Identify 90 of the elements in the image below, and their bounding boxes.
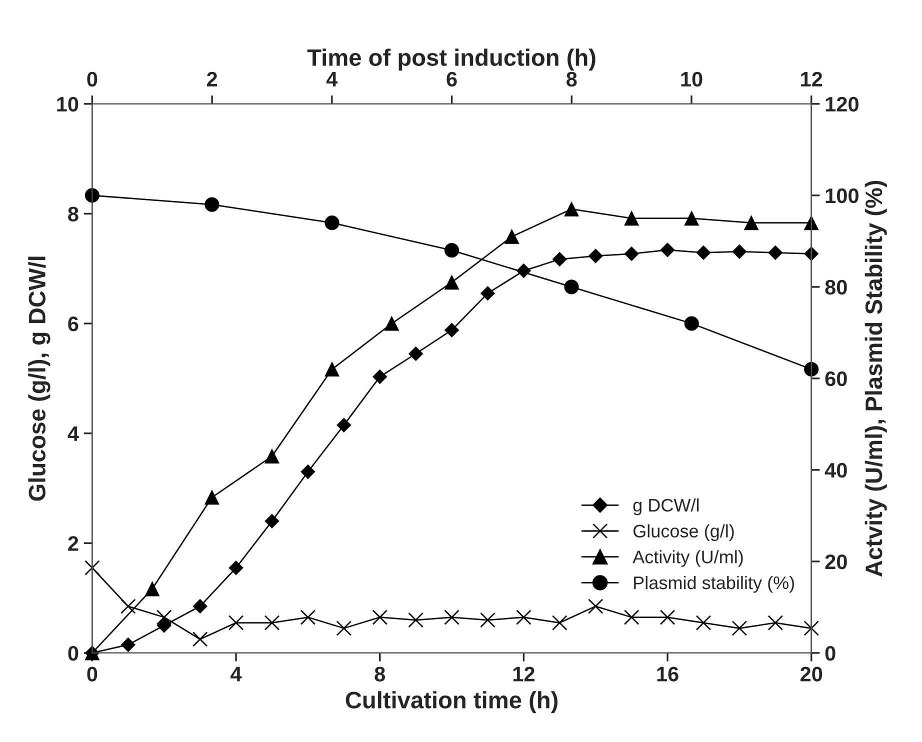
point bbox=[696, 615, 712, 630]
point bbox=[324, 362, 340, 377]
legend-label: Glucose (g/l) bbox=[633, 524, 734, 542]
point bbox=[264, 615, 280, 630]
point bbox=[372, 610, 388, 625]
x2-tick-label: 10 bbox=[681, 72, 702, 87]
point bbox=[768, 245, 783, 260]
point bbox=[444, 243, 460, 258]
y-axis-title: Glucose (g/l), g DCW/l bbox=[28, 256, 50, 501]
y-tick-label: 2 bbox=[68, 536, 78, 551]
point bbox=[192, 632, 208, 647]
point bbox=[264, 448, 280, 464]
point bbox=[624, 610, 640, 625]
x-tick-label: 20 bbox=[800, 666, 822, 682]
point bbox=[336, 418, 352, 432]
x-axis-title: Cultivation time (h) bbox=[346, 691, 558, 714]
point bbox=[804, 620, 819, 636]
point bbox=[684, 316, 699, 331]
y2-tick-label: 100 bbox=[826, 188, 858, 204]
point bbox=[444, 322, 460, 338]
point bbox=[552, 615, 568, 630]
point bbox=[228, 560, 244, 576]
point bbox=[804, 362, 819, 377]
point bbox=[336, 620, 352, 636]
point bbox=[120, 638, 136, 652]
y-tick-label: 4 bbox=[68, 426, 79, 441]
x-tick-label: 8 bbox=[374, 666, 386, 682]
point bbox=[84, 560, 100, 576]
point bbox=[768, 615, 784, 630]
point bbox=[444, 610, 460, 625]
point bbox=[624, 210, 639, 226]
legend-label: g DCW/l bbox=[633, 498, 699, 516]
point bbox=[684, 210, 699, 226]
point bbox=[660, 242, 675, 258]
point bbox=[732, 620, 748, 636]
y-tick-label: 0 bbox=[68, 646, 78, 661]
point bbox=[372, 370, 388, 384]
legend-label: Activity (U/ml) bbox=[632, 550, 743, 567]
point bbox=[384, 316, 400, 331]
point bbox=[444, 275, 460, 290]
x-tick-label: 4 bbox=[230, 666, 242, 682]
y-tick-label: 10 bbox=[57, 96, 78, 112]
point bbox=[192, 599, 208, 614]
point bbox=[480, 612, 496, 628]
y2-tick-label: 0 bbox=[825, 646, 836, 661]
point bbox=[408, 612, 424, 628]
x-tick-label: 12 bbox=[513, 666, 534, 682]
point bbox=[228, 615, 244, 630]
point bbox=[480, 286, 495, 301]
point bbox=[264, 514, 280, 528]
point bbox=[504, 229, 520, 244]
point bbox=[324, 216, 340, 230]
x2-tick-label: 4 bbox=[326, 72, 338, 86]
point bbox=[156, 610, 172, 625]
point bbox=[300, 610, 316, 625]
point bbox=[696, 245, 711, 260]
y2-tick-label: 120 bbox=[826, 96, 858, 112]
legend-label: Plasmid stability (%) bbox=[634, 576, 794, 593]
x2-tick-label: 12 bbox=[801, 72, 822, 86]
x-tick-label: 16 bbox=[657, 666, 678, 682]
point bbox=[300, 464, 316, 479]
y2-tick-label: 80 bbox=[825, 280, 847, 295]
x2-tick-label: 2 bbox=[206, 72, 218, 86]
point bbox=[516, 610, 532, 625]
x2-tick-label: 0 bbox=[87, 72, 98, 87]
point bbox=[564, 202, 579, 216]
point bbox=[564, 280, 579, 294]
x2-axis-title: Time of post induction (h) bbox=[307, 48, 596, 71]
point bbox=[204, 197, 220, 212]
point bbox=[144, 582, 160, 596]
y2-axis-title: Actvity (U/ml), Plasmid Stability (%) bbox=[864, 180, 887, 577]
y-tick-label: 8 bbox=[68, 206, 78, 222]
y2-tick-label: 60 bbox=[825, 371, 847, 386]
y2-tick-label: 20 bbox=[825, 554, 847, 570]
point bbox=[624, 246, 639, 262]
point bbox=[732, 244, 747, 259]
point bbox=[744, 216, 759, 230]
point bbox=[552, 252, 567, 266]
y-tick-label: 6 bbox=[68, 316, 78, 332]
y2-tick-label: 40 bbox=[824, 462, 847, 478]
x2-tick-label: 8 bbox=[566, 72, 577, 87]
point bbox=[660, 610, 676, 625]
x-tick-label: 0 bbox=[87, 666, 98, 682]
point bbox=[156, 618, 172, 633]
point bbox=[588, 598, 604, 614]
point bbox=[120, 598, 136, 614]
point bbox=[204, 490, 220, 505]
x2-tick-label: 6 bbox=[446, 72, 457, 87]
point bbox=[408, 346, 424, 361]
point bbox=[588, 248, 603, 264]
